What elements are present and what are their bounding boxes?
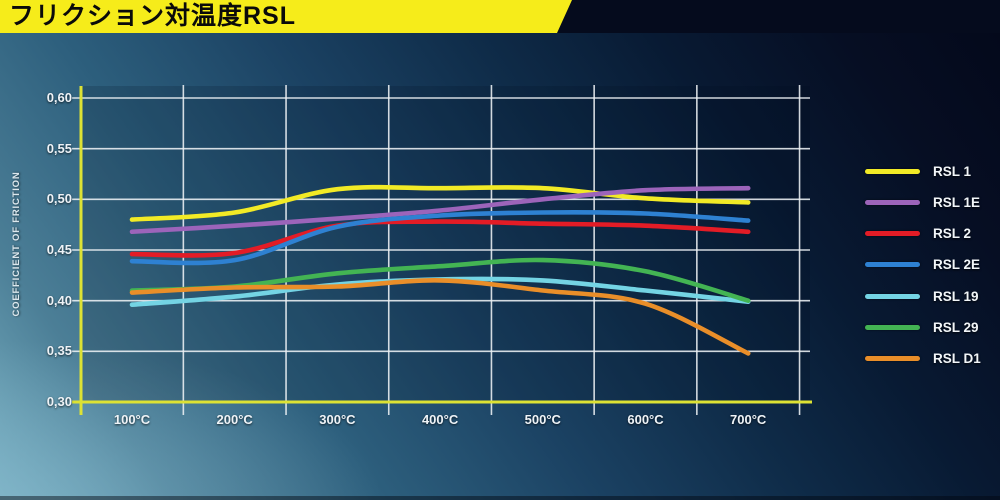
y-axis-tick-label: 0,45 xyxy=(46,242,72,257)
y-axis-tick-label: 0,40 xyxy=(46,292,72,308)
x-axis-tick-label: 200°C xyxy=(216,412,253,427)
legend-swatch xyxy=(865,261,920,267)
y-axis-tick-label: 0,60 xyxy=(46,90,72,105)
legend-item-rsl-d1: RSL D1 xyxy=(865,349,981,367)
x-axis-tick-label: 400°C xyxy=(421,412,459,427)
legend-swatch xyxy=(865,293,920,299)
x-axis-tick-label: 700°C xyxy=(730,412,767,427)
x-axis-tick-label: 600°C xyxy=(627,412,664,427)
legend-label: RSL 2E xyxy=(933,256,981,272)
legend-item-rsl-2e: RSL 2E xyxy=(865,255,980,273)
chart-background xyxy=(0,33,1000,500)
x-axis-tick-label: 100°C xyxy=(113,412,151,427)
legend-swatch xyxy=(865,324,920,330)
page-title: フリクション対温度RSL xyxy=(9,2,297,30)
legend-label: RSL D1 xyxy=(933,350,981,366)
legend-swatch xyxy=(865,230,920,236)
legend-label: RSL 1E xyxy=(933,194,981,210)
x-axis-tick-label: 500°C xyxy=(524,412,561,427)
legend-item-rsl-19: RSL 19 xyxy=(865,287,979,305)
legend-label: RSL 2 xyxy=(933,225,972,241)
legend-swatch xyxy=(865,168,920,174)
legend-label: RSL 29 xyxy=(933,319,979,335)
title-banner: フリクション対温度RSL xyxy=(0,0,572,33)
y-axis-tick-label: 0,30 xyxy=(46,394,72,409)
legend-label: RSL 19 xyxy=(933,288,979,304)
legend-item-rsl-2: RSL 2 xyxy=(865,224,971,242)
legend-label: RSL 1 xyxy=(933,163,972,179)
y-axis-tick-label: 0,55 xyxy=(46,140,72,156)
y-axis-tick-label: 0,35 xyxy=(46,343,72,359)
x-axis-tick-label: 300°C xyxy=(319,412,356,427)
series-line-rsl-1 xyxy=(129,184,751,222)
y-axis-title: COEFFICIENT OF FRICTION xyxy=(11,171,22,317)
legend-item-rsl-1: RSL 1 xyxy=(865,162,971,180)
legend-swatch xyxy=(865,355,920,361)
legend-item-rsl-29: RSL 29 xyxy=(865,318,979,336)
plot-area xyxy=(81,86,810,402)
legend-item-rsl-1e: RSL 1E xyxy=(865,193,980,211)
legend-swatch xyxy=(865,199,920,205)
series-line-rsl-1e xyxy=(129,185,751,235)
y-axis-tick-label: 0,50 xyxy=(46,191,72,207)
series-line-rsl-d1 xyxy=(129,278,751,356)
series-line-rsl-2e xyxy=(129,210,751,266)
series-line-rsl-2 xyxy=(129,219,751,258)
